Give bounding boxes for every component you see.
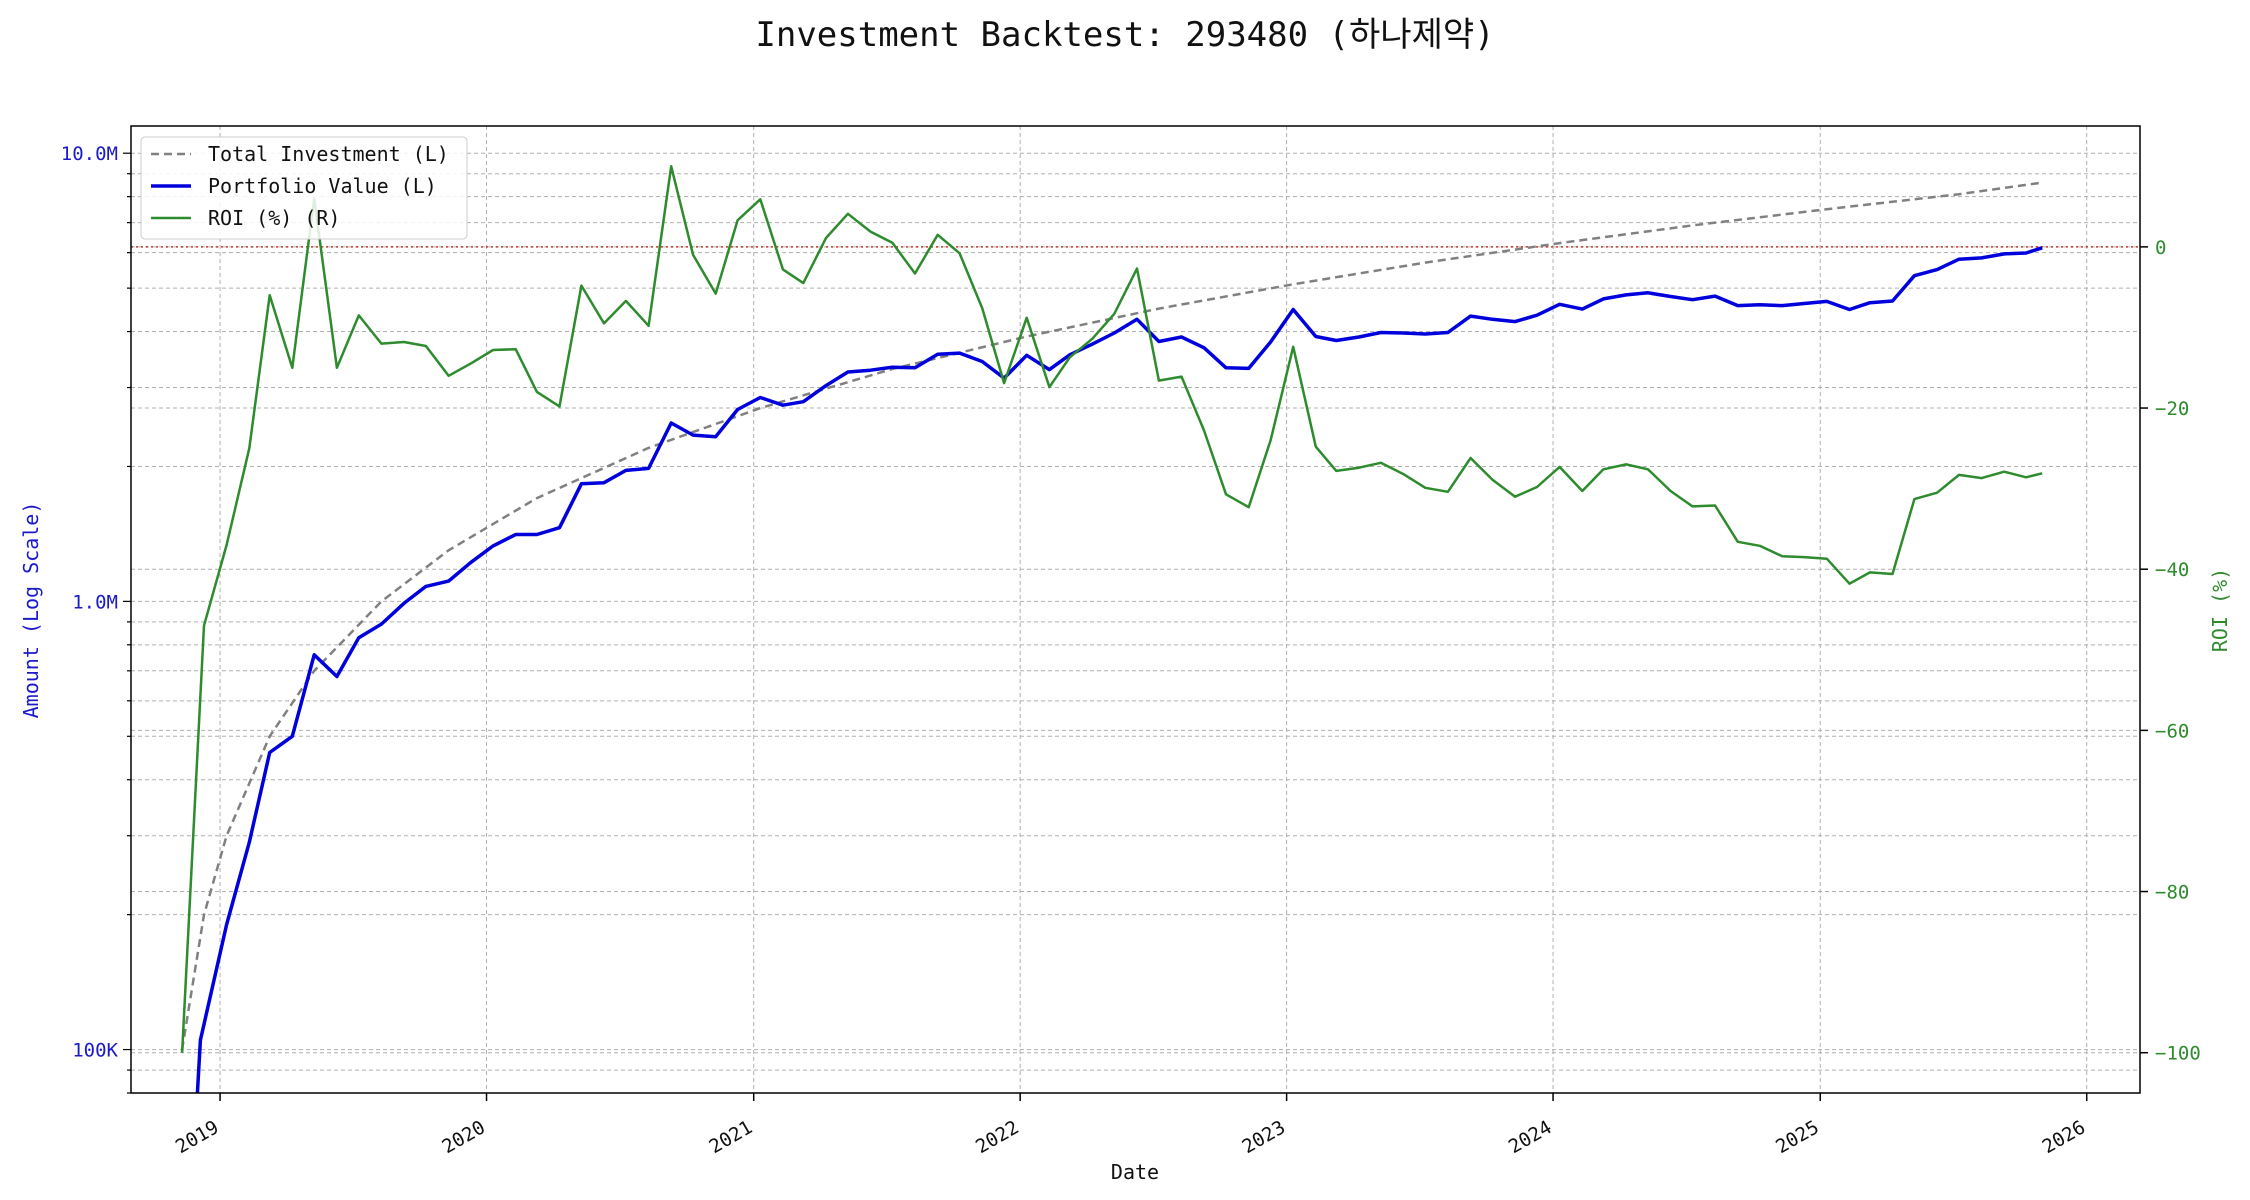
right-y-axis: 0 −20 −40 −60 −80 −100 (2140, 237, 2201, 1065)
legend-label-roi: ROI (%) (R) (208, 206, 340, 230)
left-y-axis: 100K 1.0M 10.0M (61, 143, 131, 1094)
left-y-axis-label: Amount (Log Scale) (19, 502, 43, 719)
series-1 (195, 246, 2043, 1094)
right-tick-label--60: −60 (2155, 720, 2189, 742)
right-tick-label--100: −100 (2155, 1043, 2201, 1065)
right-tick-label--20: −20 (2155, 398, 2189, 420)
x-tick-label-2026: 2026 (2039, 1116, 2090, 1158)
series-line-1 (195, 246, 2043, 1094)
series-0 (180, 181, 2043, 1050)
x-tick-label-2025: 2025 (1772, 1116, 1823, 1158)
legend-label-total-investment: Total Investment (L) (208, 142, 449, 166)
left-tick-label-100000: 100K (72, 1040, 118, 1062)
x-tick-label-2024: 2024 (1505, 1116, 1556, 1158)
right-y-axis-label: ROI (%) (2208, 568, 2232, 652)
legend-label-portfolio-value: Portfolio Value (L) (208, 174, 437, 198)
right-tick-label-0: 0 (2155, 237, 2166, 259)
series-line-0 (180, 181, 2043, 1050)
chart-title: Investment Backtest: 293480 (하나제약) (755, 15, 1494, 55)
left-tick-label-1000000: 1.0M (72, 591, 118, 613)
series-layer (180, 165, 2043, 1094)
left-tick-label-10000000: 10.0M (61, 143, 118, 165)
x-tick-label-2023: 2023 (1238, 1116, 1289, 1158)
series-2 (180, 165, 2043, 1053)
x-tick-label-2022: 2022 (972, 1116, 1023, 1158)
x-tick-label-2021: 2021 (706, 1116, 757, 1158)
x-axis: 2019 2020 2021 2022 2023 2024 2025 2026 (172, 1093, 2089, 1158)
series-line-2 (180, 165, 2043, 1053)
grid (131, 126, 2140, 1094)
legend-box (140, 136, 468, 240)
x-tick-label-2020: 2020 (438, 1116, 489, 1158)
right-tick-label--80: −80 (2155, 882, 2189, 904)
x-axis-label: Date (1111, 1160, 1159, 1184)
right-tick-label--40: −40 (2155, 559, 2189, 581)
x-tick-label-2019: 2019 (172, 1116, 223, 1158)
legend: Total Investment (L) Portfolio Value (L)… (140, 136, 468, 240)
plot-frame (130, 125, 2141, 1094)
